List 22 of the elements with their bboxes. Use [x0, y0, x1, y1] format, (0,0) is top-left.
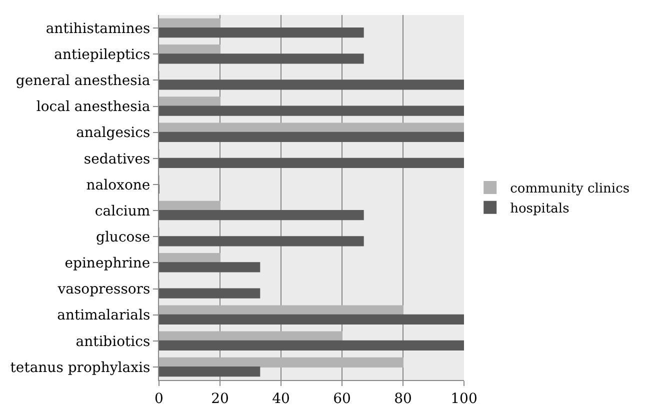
x-tick-label: 0 [154, 390, 164, 407]
y-tick-label: analgesics [76, 125, 150, 142]
y-tick-label: naloxone [86, 177, 150, 194]
y-tick-label: antibiotics [76, 334, 150, 350]
x-tick-label: 100 [450, 390, 478, 407]
y-tick-label: general anesthesia [16, 73, 150, 90]
x-tick-label: 60 [333, 390, 351, 407]
y-tick-label: local anesthesia [36, 99, 150, 116]
x-tick-label: 80 [394, 390, 412, 407]
y-tick-label: antimalarials [57, 308, 150, 324]
y-tick-label: tetanus prophylaxis [10, 360, 150, 376]
y-tick-label: vasopressors [56, 282, 150, 298]
legend-label: hospitals [510, 201, 570, 216]
y-tick-label: calcium [94, 203, 150, 220]
x-tick-label: 40 [272, 390, 290, 407]
x-tick-label: 20 [211, 390, 229, 407]
y-tick-label: antihistamines [46, 20, 150, 37]
y-tick-label: glucose [96, 230, 150, 246]
y-tick-label: antiepileptics [54, 47, 150, 64]
legend-label: community clinics [510, 182, 630, 197]
y-tick-label: sedatives [84, 151, 150, 168]
y-tick-label: epinephrine [64, 256, 150, 272]
